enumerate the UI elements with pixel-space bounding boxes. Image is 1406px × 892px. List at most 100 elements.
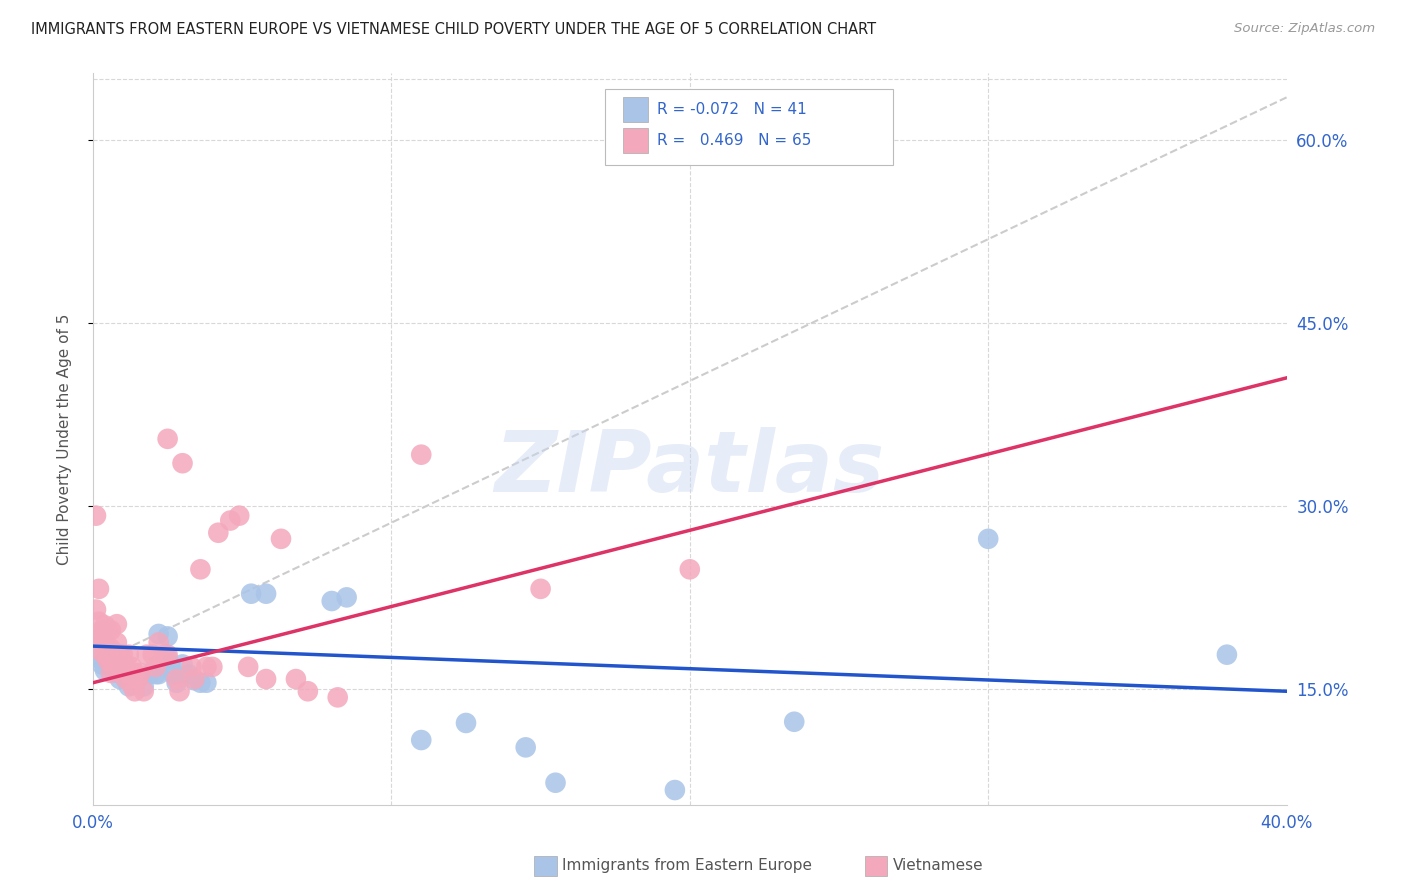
Point (103, 651, 125, 665)
Point (100, 641, 122, 656)
Text: Immigrants from Eastern Europe: Immigrants from Eastern Europe (562, 858, 813, 872)
Point (84, 602, 107, 616)
Point (129, 665, 152, 680)
Point (91, 645, 114, 659)
Point (105, 617, 128, 632)
Point (105, 635, 128, 649)
Text: R = -0.072   N = 41: R = -0.072 N = 41 (657, 103, 807, 117)
Text: IMMIGRANTS FROM EASTERN EUROPE VS VIETNAMESE CHILD POVERTY UNDER THE AGE OF 5 CO: IMMIGRANTS FROM EASTERN EUROPE VS VIETNA… (31, 22, 876, 37)
Point (148, 635, 170, 649)
Point (153, 648, 176, 662)
Point (87, 582, 110, 596)
Point (91, 624, 114, 638)
Point (411, 733, 433, 747)
Text: Source: ZipAtlas.com: Source: ZipAtlas.com (1234, 22, 1375, 36)
Point (127, 672, 149, 686)
Point (124, 665, 146, 680)
Point (105, 665, 128, 680)
Point (166, 675, 188, 690)
Point (238, 660, 260, 674)
Point (114, 672, 136, 686)
Point (97, 655, 120, 669)
Point (169, 684, 191, 698)
Point (148, 627, 170, 641)
Point (87, 651, 110, 665)
Point (111, 648, 134, 662)
Point (103, 660, 125, 674)
Point (190, 562, 212, 576)
Point (530, 582, 553, 596)
Y-axis label: Child Poverty Under the Age of 5: Child Poverty Under the Age of 5 (58, 313, 72, 565)
Point (87, 627, 110, 641)
Point (254, 672, 277, 686)
Point (166, 672, 188, 686)
Point (97, 654, 120, 668)
Point (118, 648, 141, 662)
Text: R =   0.469   N = 65: R = 0.469 N = 65 (657, 133, 811, 147)
Point (114, 660, 136, 674)
Point (336, 591, 359, 605)
Point (183, 673, 205, 688)
Point (201, 660, 224, 674)
Point (127, 672, 149, 686)
Point (195, 660, 218, 674)
Point (454, 716, 477, 731)
Point (94, 618, 117, 632)
Point (118, 679, 141, 693)
Point (121, 665, 143, 680)
Point (100, 660, 122, 674)
Point (172, 657, 194, 672)
Point (156, 651, 179, 665)
Point (84, 508, 107, 523)
Point (97, 624, 120, 638)
Point (94, 635, 117, 649)
Point (145, 667, 167, 681)
Point (664, 783, 686, 797)
Point (162, 667, 184, 681)
Point (156, 648, 179, 662)
Point (219, 514, 242, 528)
Point (190, 675, 212, 690)
Point (195, 675, 218, 690)
Point (544, 775, 567, 789)
Point (783, 714, 806, 729)
Point (679, 562, 702, 576)
Point (121, 678, 143, 692)
Point (118, 665, 141, 680)
Point (97, 641, 120, 656)
Point (284, 672, 307, 686)
Point (326, 690, 349, 705)
Point (94, 648, 117, 662)
Point (100, 665, 122, 680)
Point (270, 532, 292, 546)
Point (84, 633, 107, 648)
Point (121, 660, 143, 674)
Point (159, 657, 181, 672)
Point (100, 624, 122, 638)
Point (132, 679, 155, 693)
Point (87, 615, 110, 629)
Text: ZIPatlas: ZIPatlas (495, 426, 884, 509)
Point (1216, 648, 1239, 662)
Point (321, 594, 343, 608)
Point (142, 648, 165, 662)
Point (108, 660, 131, 674)
Point (254, 587, 277, 601)
Point (183, 672, 205, 686)
Point (103, 648, 125, 662)
Point (100, 654, 122, 668)
Point (240, 587, 263, 601)
Point (977, 532, 1000, 546)
Point (411, 448, 433, 462)
Point (145, 660, 167, 674)
Point (124, 684, 146, 698)
Point (515, 740, 537, 755)
Point (156, 629, 179, 643)
Point (207, 525, 229, 540)
Point (108, 648, 131, 662)
Point (94, 664, 117, 678)
Point (172, 456, 194, 470)
Point (108, 672, 131, 686)
Point (111, 665, 134, 680)
Point (228, 508, 250, 523)
